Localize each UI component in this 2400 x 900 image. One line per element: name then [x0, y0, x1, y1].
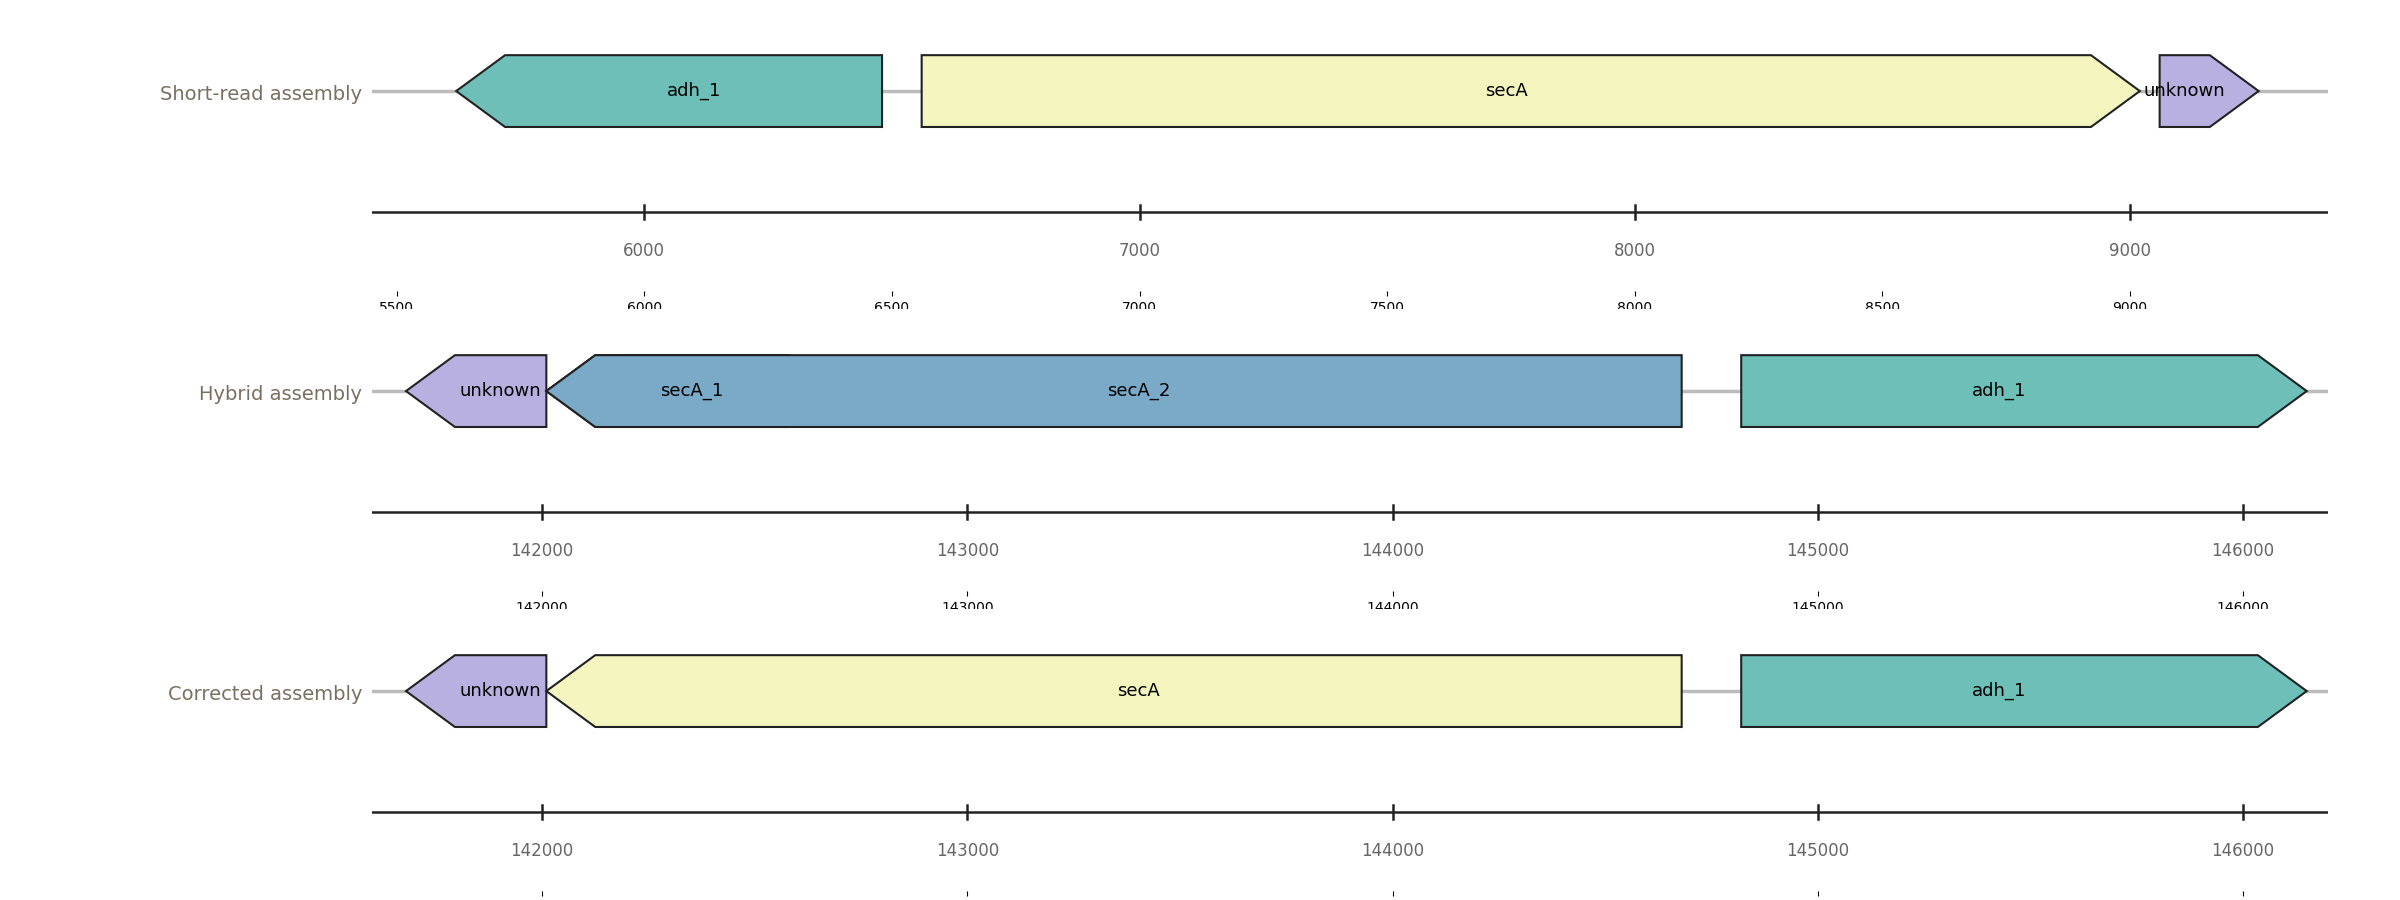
Text: 144000: 144000 [1361, 842, 1423, 859]
Text: 145000: 145000 [1786, 542, 1850, 560]
Text: secA_2: secA_2 [1106, 382, 1171, 400]
Text: 8000: 8000 [1613, 242, 1656, 260]
Text: unknown: unknown [461, 682, 542, 700]
Text: secA: secA [1116, 682, 1159, 700]
Text: 142000: 142000 [511, 842, 574, 859]
Text: 142000: 142000 [511, 542, 574, 560]
Polygon shape [547, 356, 790, 427]
Polygon shape [922, 55, 2141, 127]
Text: Short-read assembly: Short-read assembly [161, 85, 362, 104]
Polygon shape [456, 55, 883, 127]
Polygon shape [1740, 356, 2306, 427]
Text: 143000: 143000 [936, 842, 998, 859]
Polygon shape [2160, 55, 2258, 127]
Text: Hybrid assembly: Hybrid assembly [199, 385, 362, 404]
Polygon shape [547, 655, 1682, 727]
Text: adh_1: adh_1 [1973, 682, 2026, 700]
Text: unknown: unknown [2143, 82, 2225, 100]
Text: secA: secA [1486, 82, 1529, 100]
Text: secA_1: secA_1 [660, 382, 725, 400]
Text: 143000: 143000 [936, 542, 998, 560]
Text: adh_1: adh_1 [667, 82, 720, 100]
Polygon shape [547, 356, 1682, 427]
Text: 7000: 7000 [1118, 242, 1162, 260]
Text: Corrected assembly: Corrected assembly [168, 685, 362, 704]
Polygon shape [406, 655, 547, 727]
Polygon shape [1740, 655, 2306, 727]
Text: unknown: unknown [461, 382, 542, 400]
Text: 144000: 144000 [1361, 542, 1423, 560]
Text: 9000: 9000 [2110, 242, 2150, 260]
Text: adh_1: adh_1 [1973, 382, 2026, 400]
Text: 145000: 145000 [1786, 842, 1850, 859]
Polygon shape [406, 356, 547, 427]
Text: 146000: 146000 [2210, 842, 2275, 859]
Text: 6000: 6000 [624, 242, 665, 260]
Text: 146000: 146000 [2210, 542, 2275, 560]
